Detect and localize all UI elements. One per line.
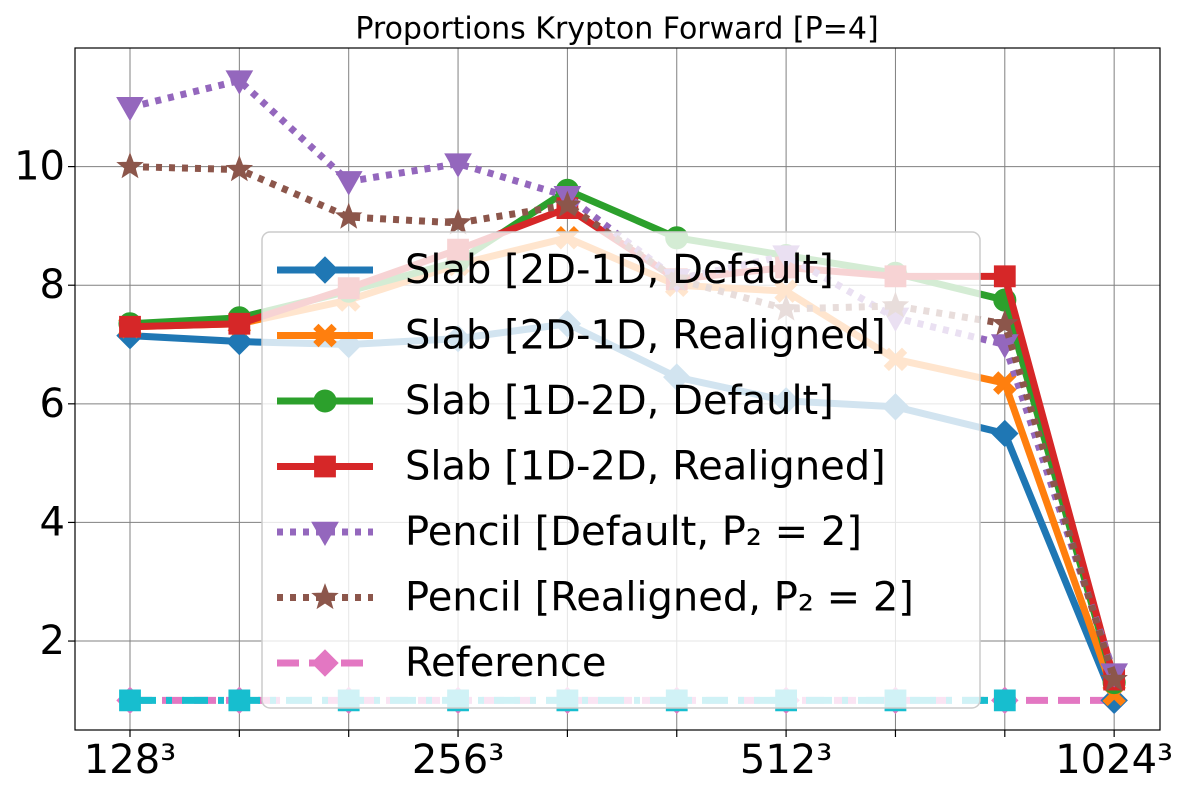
y-tick-label: 2: [40, 618, 65, 664]
data-point: [119, 315, 141, 338]
data-point: [991, 419, 1019, 448]
legend-marker: [313, 323, 337, 348]
data-point: [119, 689, 141, 712]
legend-marker: [314, 455, 336, 478]
legend-label: Pencil [Default, P₂ = 2]: [405, 509, 862, 555]
data-point: [993, 689, 1016, 712]
legend-marker: [311, 256, 339, 284]
legend-label: Pencil [Realigned, P₂ = 2]: [405, 575, 914, 621]
data-point: [993, 265, 1016, 288]
x-tick-label: 1024³: [1055, 737, 1173, 783]
data-point: [228, 689, 251, 712]
x-tick-label: 128³: [84, 737, 176, 783]
x-tick-label: 512³: [740, 737, 832, 783]
data-point: [334, 202, 363, 229]
legend: Slab [2D-1D, Default] Slab [2D-1D, Realig…: [261, 231, 981, 709]
data-point: [991, 309, 1019, 336]
data-point: [225, 155, 254, 182]
legend-marker: [311, 583, 339, 610]
data-point: [225, 70, 254, 95]
series-line: [129, 77, 1118, 675]
legend-label: Slab [2D-1D, Default]: [405, 247, 834, 293]
legend-marker: [313, 389, 337, 413]
legend-marker: [311, 649, 339, 677]
y-tick-label: 10: [14, 144, 65, 190]
data-point: [553, 190, 582, 217]
data-point: [228, 312, 251, 335]
data-point: [993, 371, 1017, 395]
data-point: [1100, 665, 1128, 692]
data-point: [1100, 686, 1128, 715]
data-point: [334, 171, 363, 196]
legend-label: Slab [2D-1D, Realigned]: [405, 313, 886, 359]
legend-label: Slab [1D-2D, Realigned]: [405, 444, 886, 490]
x-tick-label: 256³: [412, 737, 504, 783]
y-tick-label: 6: [40, 381, 65, 427]
legend-label: Slab [1D-2D, Default]: [405, 378, 834, 424]
y-tick-label: 4: [40, 499, 65, 545]
data-point: [116, 152, 144, 179]
data-point: [444, 208, 472, 235]
chart-title: Proportions Krypton Forward [P=4]: [355, 12, 878, 47]
plot-frame: [74, 47, 1161, 731]
legend-label: Reference: [405, 640, 606, 686]
data-point: [444, 153, 472, 178]
legend-box: [261, 231, 981, 709]
y-tick-label: 8: [40, 262, 65, 308]
legend-marker: [311, 521, 339, 547]
data-point: [116, 97, 144, 122]
